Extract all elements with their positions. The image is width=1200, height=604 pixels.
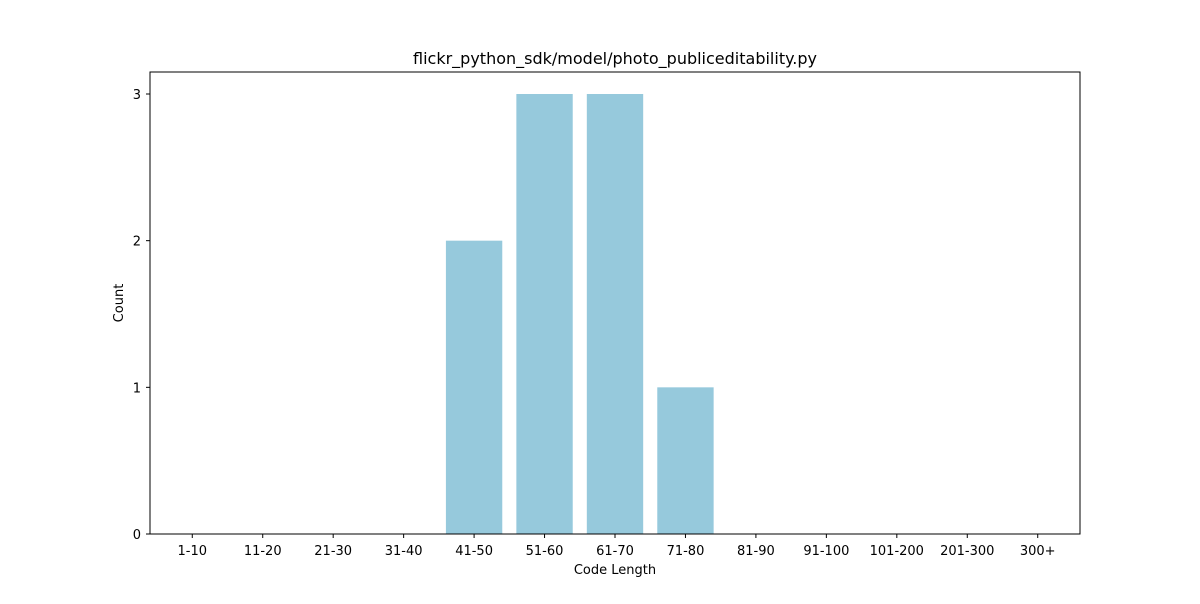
y-axis-label: Count — [112, 284, 127, 323]
x-tick-label: 51-60 — [526, 544, 564, 559]
y-tick-label: 1 — [133, 381, 141, 396]
x-tick-label: 201-300 — [940, 544, 994, 559]
y-tick-label: 2 — [133, 235, 141, 250]
x-tick-label: 1-10 — [178, 544, 208, 559]
y-axis: 0 1 2 3 — [133, 88, 150, 543]
x-tick-label: 300+ — [1020, 544, 1056, 559]
bar-41-50 — [446, 241, 502, 534]
chart-title: flickr_python_sdk/model/photo_publicedit… — [413, 49, 817, 69]
x-tick-label: 71-80 — [667, 544, 705, 559]
x-tick-label: 31-40 — [385, 544, 423, 559]
x-tick-label: 41-50 — [455, 544, 493, 559]
x-tick-label: 91-100 — [803, 544, 849, 559]
bar-61-70 — [587, 94, 643, 534]
x-tick-label: 61-70 — [596, 544, 634, 559]
y-tick-label: 3 — [133, 88, 141, 103]
bars-layer — [446, 94, 714, 534]
x-axis-label: Code Length — [574, 563, 656, 578]
x-axis: 1-10 11-20 21-30 31-40 41-50 51-60 61-70 71-80 8… — [178, 534, 1056, 559]
x-tick-label: 81-90 — [737, 544, 775, 559]
bar-51-60 — [516, 94, 572, 534]
bar-71-80 — [657, 387, 713, 534]
y-tick-label: 0 — [133, 528, 141, 543]
x-tick-label: 21-30 — [314, 544, 352, 559]
x-tick-label: 101-200 — [870, 544, 924, 559]
x-tick-label: 11-20 — [244, 544, 282, 559]
